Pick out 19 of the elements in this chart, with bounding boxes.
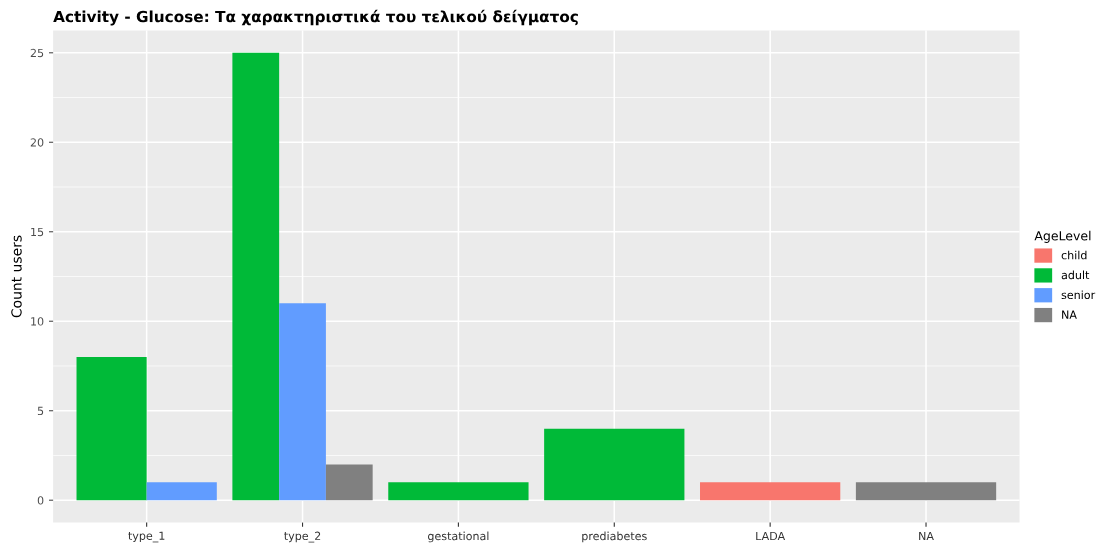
x-tick-label: NA bbox=[919, 531, 934, 541]
y-tick-label: 25 bbox=[30, 48, 44, 58]
legend-label: senior bbox=[1061, 290, 1096, 300]
y-axis-title: Count users bbox=[11, 235, 22, 318]
legend-label: adult bbox=[1061, 270, 1090, 280]
y-tick-label: 0 bbox=[37, 496, 44, 505]
y-tick-label: 20 bbox=[30, 138, 44, 147]
x-tick-label: gestational bbox=[428, 531, 489, 543]
legend-title: AgeLevel bbox=[1034, 230, 1091, 243]
x-tick-label: type_2 bbox=[284, 531, 321, 543]
legend-label: child bbox=[1061, 250, 1087, 260]
x-tick-label: LADA bbox=[756, 531, 786, 541]
legend-label: NA bbox=[1062, 310, 1077, 319]
x-tick-label: type_1 bbox=[128, 531, 165, 543]
chart-title: Activity - Glucose: Τα χαρακτηριστικά του τελικού δείγματος bbox=[53, 9, 578, 26]
y-tick-label: 15 bbox=[31, 227, 44, 237]
y-tick-label: 10 bbox=[31, 317, 44, 326]
x-tick-label: prediabetes bbox=[582, 531, 647, 543]
y-tick-label: 5 bbox=[37, 406, 44, 416]
